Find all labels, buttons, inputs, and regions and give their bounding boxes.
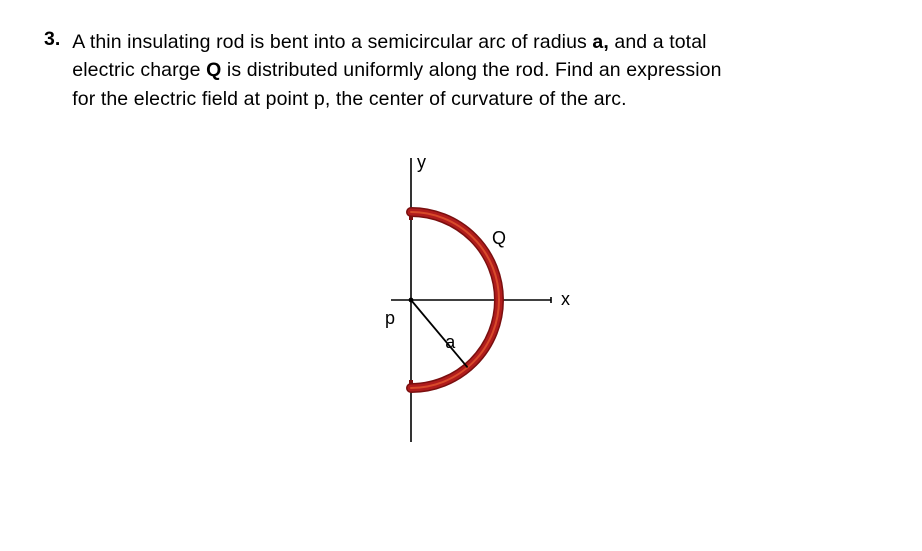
label-x: x bbox=[561, 289, 570, 310]
label-a: a bbox=[445, 332, 455, 353]
problem-text: A thin insulating rod is bent into a sem… bbox=[72, 28, 886, 113]
problem-number: 3. bbox=[44, 28, 60, 51]
label-p: p bbox=[385, 308, 395, 329]
figure: y x Q p a bbox=[331, 150, 591, 450]
var-a: a, bbox=[592, 31, 608, 53]
text-frag-2: and a total bbox=[609, 31, 707, 53]
figure-wrap: y x Q p a bbox=[0, 150, 922, 450]
page: 3. A thin insulating rod is bent into a … bbox=[0, 0, 922, 551]
problem-block: 3. A thin insulating rod is bent into a … bbox=[44, 28, 886, 113]
text-frag-3: electric charge bbox=[72, 59, 206, 81]
diagram-svg bbox=[331, 150, 591, 450]
text-frag-1: A thin insulating rod is bent into a sem… bbox=[72, 31, 592, 53]
label-y: y bbox=[417, 152, 426, 173]
text-frag-5: for the electric field at point p, the c… bbox=[72, 88, 626, 110]
label-Q: Q bbox=[492, 228, 506, 249]
var-Q: Q bbox=[206, 59, 221, 81]
text-frag-4: is distributed uniformly along the rod. … bbox=[221, 59, 721, 81]
